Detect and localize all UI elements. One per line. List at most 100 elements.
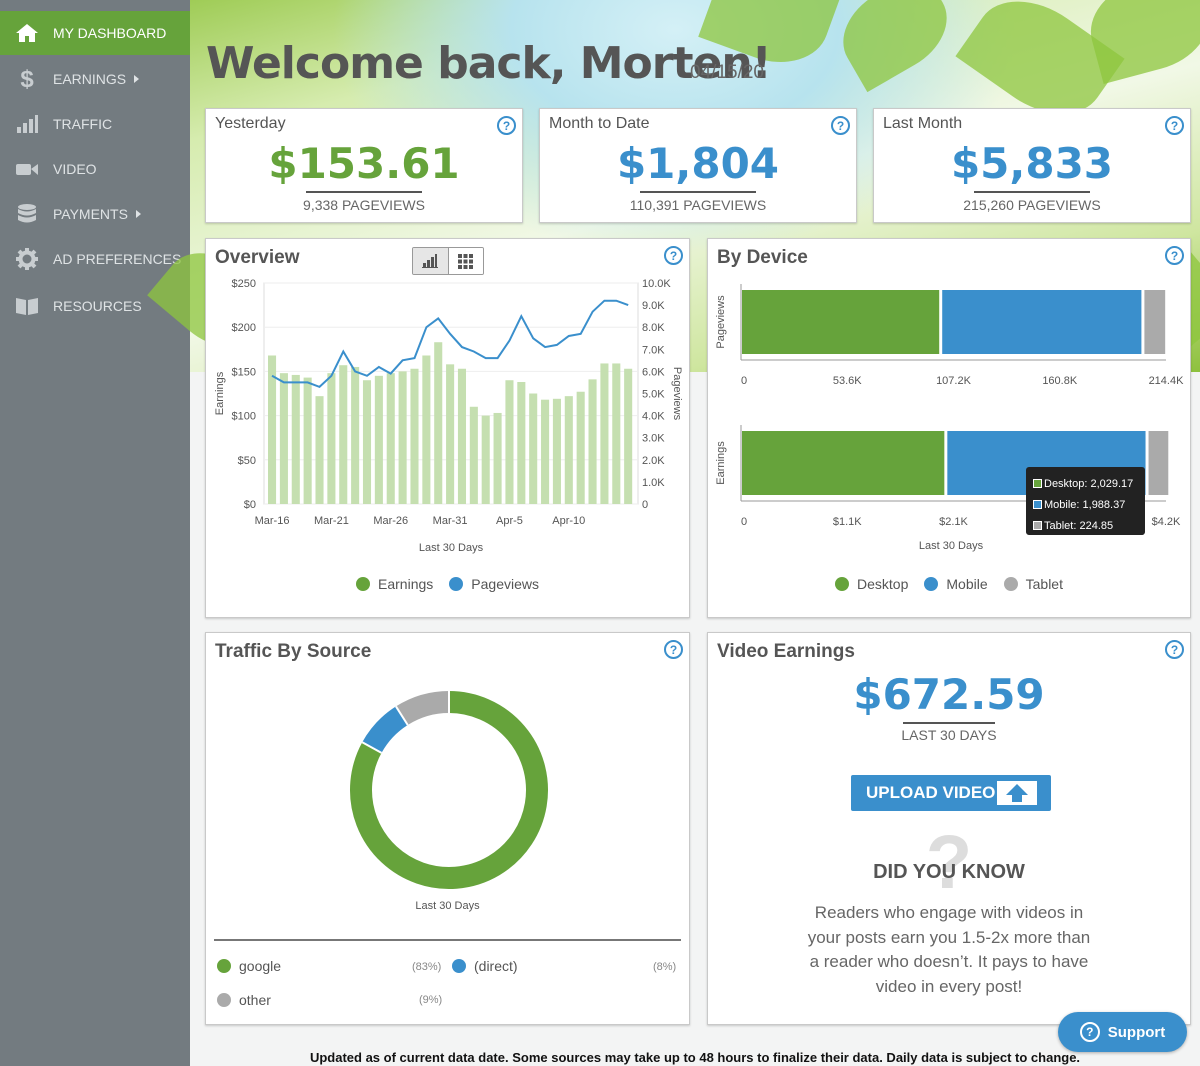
gear-icon [14, 247, 40, 271]
legend-label: Tablet [1025, 576, 1063, 592]
x-tick-label: 0 [741, 516, 747, 528]
earnings-bar [422, 355, 431, 504]
sidebar-item-traffic[interactable]: TRAFFIC [0, 102, 190, 146]
source-item-other[interactable]: other [217, 992, 271, 1008]
did-you-know-heading: DID YOU KNOW [873, 861, 1025, 883]
y2-axis-title: Pageviews [671, 367, 683, 421]
legend-item-earnings[interactable]: Earnings [356, 576, 433, 592]
y-axis-title: Earnings [214, 371, 226, 415]
stat-card-last-month: Last Month ? $5,833 215,260 PAGEVIEWS [873, 108, 1191, 223]
did-you-know-text: Readers who engage with videos in your p… [807, 903, 1091, 996]
earnings-bar [303, 377, 312, 504]
earnings-bar [552, 398, 561, 504]
grid-view-button[interactable] [448, 248, 483, 274]
panel-title: By Device [717, 247, 808, 268]
source-item-google[interactable]: google [217, 958, 281, 974]
stat-value: $5,833 [950, 139, 1114, 188]
tooltip-text: Desktop: 2,029.17 [1044, 478, 1134, 490]
x-tick-label: Apr-5 [496, 515, 523, 527]
legend-item-mobile[interactable]: Mobile [924, 576, 988, 592]
support-button[interactable]: ? Support [1058, 1012, 1187, 1052]
question-mark-icon: ? [925, 820, 973, 905]
help-icon[interactable]: ? [1165, 116, 1184, 135]
x-tick-label: 160.8K [1042, 375, 1078, 387]
by-device-panel: By Device ? 0 53.6K 107.2K 160.8K 214.4K Page… [707, 238, 1191, 618]
earnings-bar [493, 412, 502, 504]
x-tick-label: 107.2K [936, 375, 972, 387]
tooltip-text: Mobile: 1,988.37 [1044, 499, 1126, 511]
x-tick-label: $4.2K [1152, 516, 1181, 528]
legend-item-tablet[interactable]: Tablet [1003, 576, 1063, 592]
sidebar-item-label: EARNINGS [53, 71, 127, 87]
earnings-bar [386, 373, 395, 504]
y2-tick-label: 8.0K [642, 322, 665, 334]
tooltip-text: Tablet: 224.85 [1044, 520, 1114, 532]
caret-right-icon [135, 210, 141, 218]
x-axis-title: Last 30 Days [419, 542, 484, 554]
stat-title: Month to Date [549, 115, 650, 132]
donut-slice-1 [362, 706, 409, 754]
upload-video-button[interactable]: UPLOAD VIDEO [851, 775, 1051, 811]
source-percent: (83%) [412, 961, 442, 973]
legend-label: Earnings [378, 576, 434, 592]
y-tick-label: $0 [244, 499, 256, 511]
legend-dot [452, 959, 466, 973]
sidebar-item-my-dashboard[interactable]: MY DASHBOARD [0, 11, 190, 55]
y2-tick-label: 3.0K [642, 433, 665, 445]
earnings-bar [588, 379, 597, 504]
source-item-direct[interactable]: (direct) [452, 958, 518, 974]
legend-dot [356, 577, 371, 591]
sidebar-item-video[interactable]: VIDEO [0, 147, 190, 191]
bar-chart-view-button[interactable] [413, 248, 449, 274]
device-bar-mobile [942, 290, 1142, 354]
legend-dot [217, 959, 231, 973]
sidebar-item-earnings[interactable]: $ EARNINGS [0, 57, 190, 101]
x-tick-label: Mar-21 [314, 515, 349, 527]
legend-dot [835, 577, 850, 591]
button-label: UPLOAD VIDEO [866, 783, 996, 802]
earnings-bar [291, 374, 300, 504]
help-icon[interactable]: ? [831, 116, 850, 135]
earnings-bar [327, 373, 336, 504]
current-date: 04/15/20 [690, 62, 764, 83]
database-icon [14, 202, 40, 226]
y-tick-label: $250 [232, 278, 256, 290]
y-tick-label: $150 [232, 366, 256, 378]
sidebar-item-label: PAYMENTS [53, 206, 128, 222]
y2-tick-label: 6.0K [642, 366, 665, 378]
sidebar-item-resources[interactable]: RESOURCES [0, 284, 190, 328]
help-icon[interactable]: ? [664, 246, 683, 265]
help-icon[interactable]: ? [664, 640, 683, 659]
legend-item-pageviews[interactable]: Pageviews [449, 576, 539, 592]
x-tick-label: 214.4K [1149, 375, 1185, 387]
main-content: Welcome back, Morten! 04/15/20 Yesterday… [147, 0, 1200, 1066]
tooltip-row-desktop: Desktop: 2,029.17 [1033, 474, 1145, 495]
legend-item-desktop[interactable]: Desktop [835, 576, 908, 592]
earnings-bar [279, 373, 288, 504]
earnings-bar [446, 364, 455, 504]
stat-value: $1,804 [616, 139, 780, 188]
legend-dot [1003, 577, 1018, 591]
video-earnings-value: $672.59 [853, 670, 1045, 719]
help-icon[interactable]: ? [497, 116, 516, 135]
sidebar-item-label: AD PREFERENCES [53, 251, 182, 267]
x-tick-label: Mar-31 [433, 515, 468, 527]
y2-tick-label: 4.0K [642, 411, 665, 423]
sidebar-item-payments[interactable]: PAYMENTS [0, 192, 190, 236]
divider [974, 191, 1090, 193]
pageviews-line [271, 299, 629, 389]
traffic-by-source-panel: Traffic By Source ? Last 30 Days google … [205, 632, 690, 1025]
earnings-bar [362, 380, 372, 504]
help-icon[interactable]: ? [1165, 640, 1184, 659]
stat-value: $153.61 [268, 139, 460, 188]
source-percent: (9%) [419, 994, 443, 1006]
sidebar-item-ad-preferences[interactable]: AD PREFERENCES [0, 237, 190, 281]
donut-slice-2 [395, 691, 450, 726]
legend-label: Mobile [946, 576, 988, 592]
stat-pageviews: 9,338 PAGEVIEWS [303, 197, 425, 213]
help-icon[interactable]: ? [1165, 246, 1184, 265]
y2-tick-label: 1.0K [642, 477, 665, 489]
earnings-bar [517, 382, 526, 504]
source-label: (direct) [474, 958, 518, 974]
book-icon [14, 294, 40, 318]
